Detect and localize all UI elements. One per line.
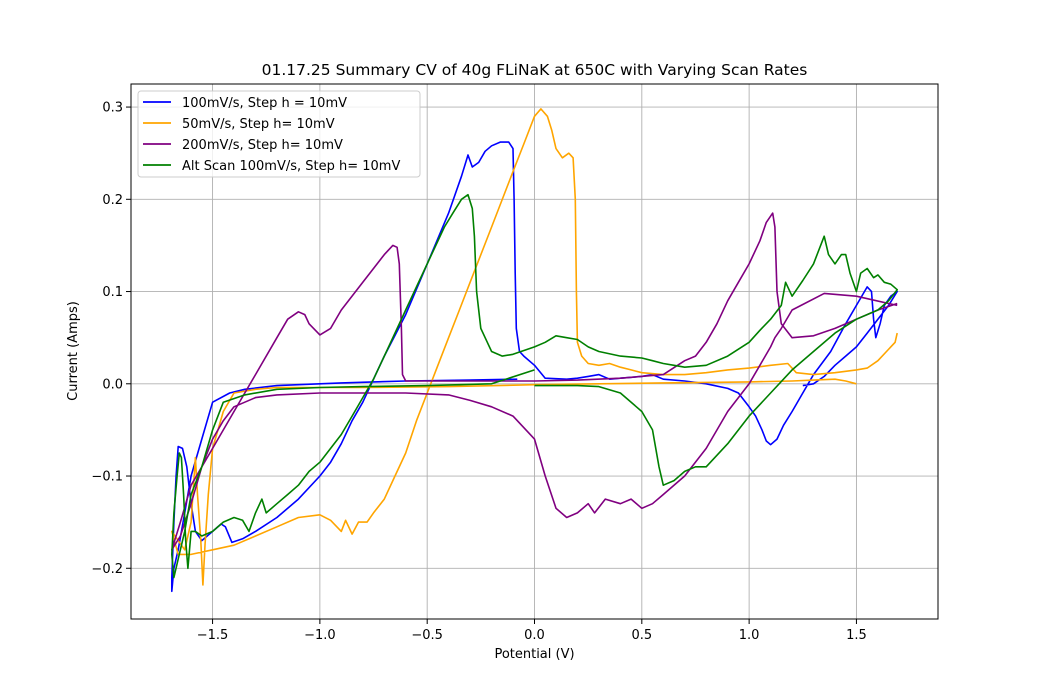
y-tick-label: −0.2	[91, 562, 123, 577]
series-line-1	[171, 108, 898, 586]
series-line-2	[171, 212, 898, 551]
y-tick-label: −0.1	[91, 470, 123, 485]
x-tick-label: −1.5	[197, 628, 229, 643]
y-tick-label: 0.0	[102, 377, 123, 392]
y-tick-label: 0.2	[102, 193, 123, 208]
x-axis-label: Potential (V)	[494, 647, 574, 662]
x-tick-label: 0.0	[524, 628, 545, 643]
legend-label-3: Alt Scan 100mV/s, Step h= 10mV	[182, 159, 400, 174]
legend: 100mV/s, Step h = 10mV 50mV/s, Step h= 1…	[137, 90, 421, 178]
ticks: −1.5 −1.0 −0.5 0.0 0.5 1.0 1.5 −0.2 −0.1 0.0 0.1 0.…	[91, 101, 866, 643]
series-layer	[171, 108, 898, 593]
x-tick-label: 1.0	[739, 628, 760, 643]
legend-label-2: 200mV/s, Step h= 10mV	[182, 138, 343, 153]
series-line-3	[171, 193, 898, 579]
series-line-0	[171, 141, 898, 593]
y-tick-label: 0.1	[102, 285, 123, 300]
y-tick-label: 0.3	[102, 101, 123, 116]
grid	[131, 84, 938, 619]
chart-title: 01.17.25 Summary CV of 40g FLiNaK at 650…	[262, 61, 808, 79]
x-tick-label: −0.5	[411, 628, 443, 643]
x-tick-label: 0.5	[631, 628, 652, 643]
legend-label-1: 50mV/s, Step h= 10mV	[182, 117, 335, 132]
x-tick-label: −1.0	[304, 628, 336, 643]
x-tick-label: 1.5	[846, 628, 867, 643]
legend-box	[137, 90, 421, 178]
legend-label-0: 100mV/s, Step h = 10mV	[182, 96, 347, 111]
y-axis-label: Current (Amps)	[66, 301, 81, 401]
